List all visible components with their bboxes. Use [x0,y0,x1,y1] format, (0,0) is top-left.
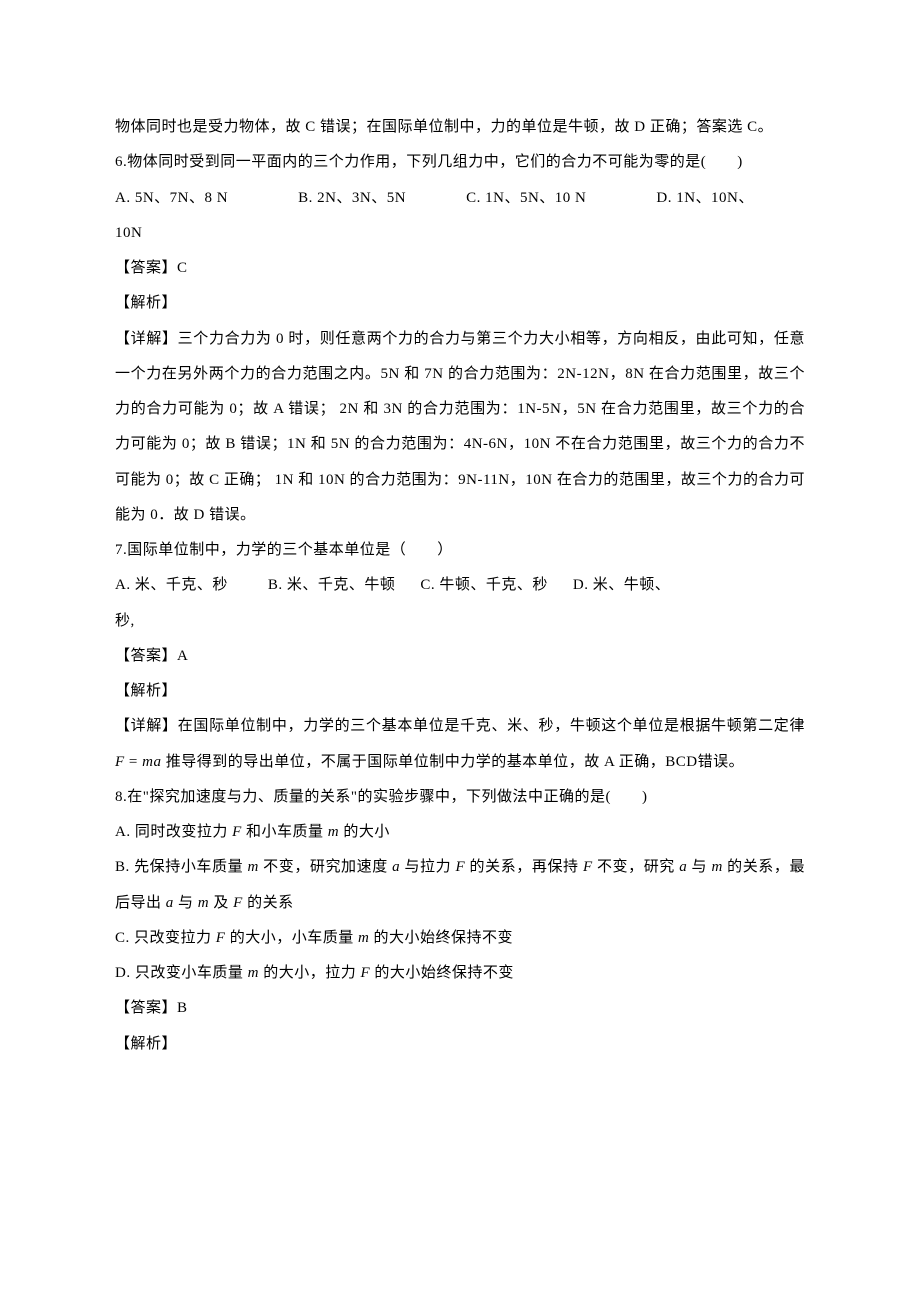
var-F: F [360,965,370,981]
document-body: 物体同时也是受力物体，故 C 错误；在国际单位制中，力的单位是牛顿，故 D 正确… [115,110,805,1062]
var-m: m [247,859,258,875]
txt: 与 [687,859,711,875]
q6-jiexi: 【解析】 [115,286,805,321]
q6-optD-1: D. 1N、10N、 [656,190,754,206]
q7-optD-1: D. 米、牛顿、 [573,577,670,593]
var-m: m [358,930,369,946]
txt: C. 只改变拉力 [115,930,216,946]
txt: B. 先保持小车质量 [115,859,247,875]
var-m: m [248,965,259,981]
formula-eq: = [125,754,142,770]
q6-answer: 【答案】C [115,251,805,286]
txt: 的大小，小车质量 [225,930,358,946]
q6-optD-2: 10N [115,216,805,251]
var-F: F [216,930,226,946]
txt: 的大小始终保持不变 [369,930,513,946]
txt: 不变，研究加速度 [259,859,392,875]
var-F: F [456,859,466,875]
formula-ma: ma [142,754,161,770]
q8-optD: D. 只改变小车质量 m 的大小，拉力 F 的大小始终保持不变 [115,956,805,991]
txt: 及 [209,895,233,911]
q7-optA: A. 米、千克、秒 [115,577,228,593]
txt: 的大小，拉力 [259,965,361,981]
q7-detail-before: 【详解】在国际单位制中，力学的三个基本单位是千克、米、秒，牛顿这个单位是根据牛顿… [115,718,805,734]
q7-optC: C. 牛顿、千克、秒 [420,577,548,593]
var-F: F [583,859,593,875]
txt: 的关系 [243,895,294,911]
q7-stem: 7.国际单位制中，力学的三个基本单位是（ ） [115,533,805,568]
txt: 的大小 [339,824,390,840]
q8-stem: 8.在"探究加速度与力、质量的关系"的实验步骤中，下列做法中正确的是( ) [115,780,805,815]
q7-options: A. 米、千克、秒 B. 米、千克、牛顿 C. 牛顿、千克、秒 D. 米、牛顿、 [115,568,805,603]
q8-optB: B. 先保持小车质量 m 不变，研究加速度 a 与拉力 F 的关系，再保持 F … [115,850,805,921]
q6-stem: 6.物体同时受到同一平面内的三个力作用，下列几组力中，它们的合力不可能为零的是(… [115,145,805,180]
txt: 的关系，再保持 [465,859,583,875]
fragment-prev: 物体同时也是受力物体，故 C 错误；在国际单位制中，力的单位是牛顿，故 D 正确… [115,110,805,145]
txt: 的大小始终保持不变 [370,965,514,981]
var-m: m [328,824,339,840]
q6-optA: A. 5N、7N、8 N [115,190,228,206]
txt: 和小车质量 [242,824,328,840]
var-a: a [392,859,400,875]
q6-options: A. 5N、7N、8 N B. 2N、3N、5N C. 1N、5N、10 N D. 1… [115,181,805,216]
q6-optB: B. 2N、3N、5N [298,190,406,206]
formula-F: F [115,754,125,770]
q7-optB: B. 米、千克、牛顿 [268,577,396,593]
var-m: m [711,859,722,875]
txt: A. 同时改变拉力 [115,824,232,840]
var-a: a [679,859,687,875]
q7-optD-2: 秒, [115,604,805,639]
q6-optC: C. 1N、5N、10 N [466,190,586,206]
var-a: a [166,895,174,911]
txt: 不变，研究 [593,859,680,875]
q8-jiexi: 【解析】 [115,1027,805,1062]
q8-answer: 【答案】B [115,991,805,1026]
var-F: F [233,895,243,911]
q8-optA: A. 同时改变拉力 F 和小车质量 m 的大小 [115,815,805,850]
txt: 与拉力 [400,859,455,875]
var-F: F [232,824,242,840]
q7-jiexi: 【解析】 [115,674,805,709]
var-m: m [198,895,209,911]
q8-optC: C. 只改变拉力 F 的大小，小车质量 m 的大小始终保持不变 [115,921,805,956]
txt: D. 只改变小车质量 [115,965,248,981]
q7-answer: 【答案】A [115,639,805,674]
txt: 与 [174,895,198,911]
q7-detail: 【详解】在国际单位制中，力学的三个基本单位是千克、米、秒，牛顿这个单位是根据牛顿… [115,709,805,780]
q7-detail-after: 推导得到的导出单位，不属于国际单位制中力学的基本单位，故 A 正确，BCD错误。 [161,754,744,770]
q6-detail: 【详解】三个力合力为 0 时，则任意两个力的合力与第三个力大小相等，方向相反，由… [115,322,805,534]
